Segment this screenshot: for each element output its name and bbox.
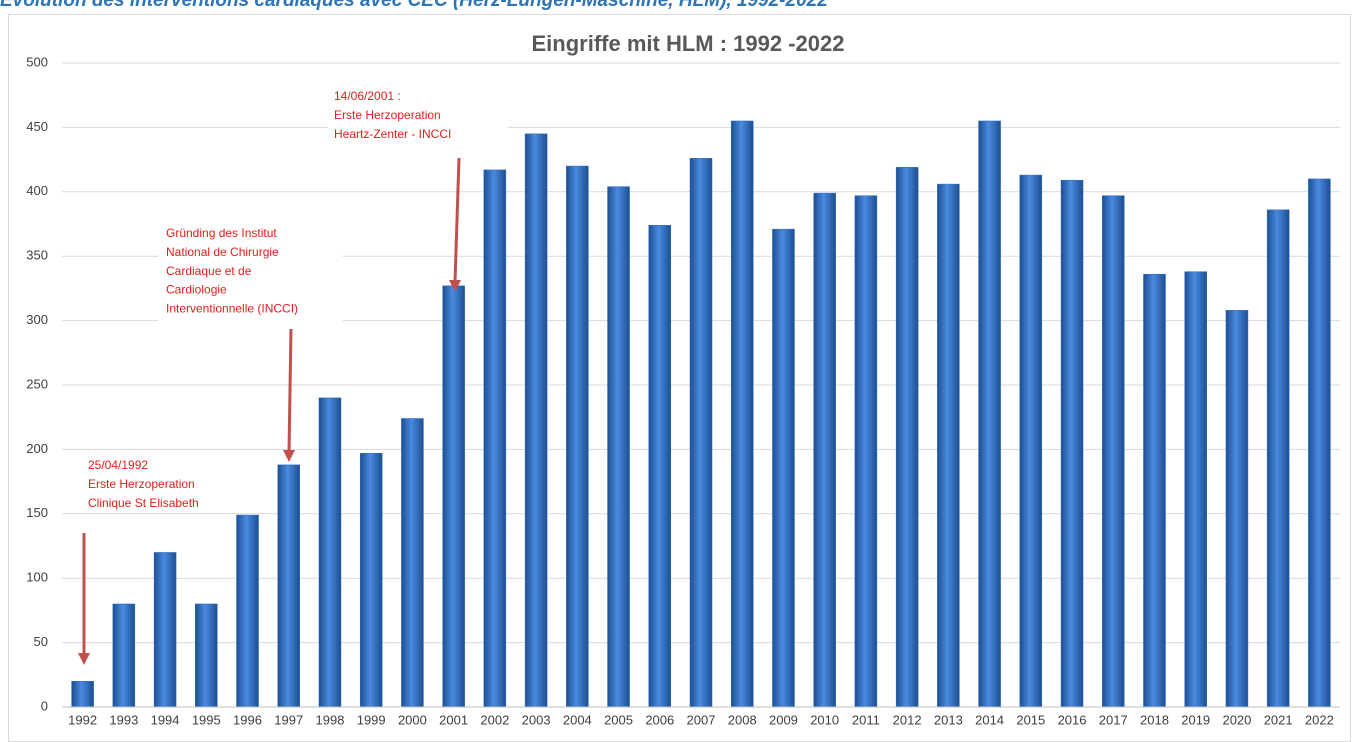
annotation-text: Cardiologie: [166, 283, 227, 297]
y-tick-label: 150: [26, 505, 48, 520]
bar: [772, 228, 795, 708]
x-tick-label: 2005: [604, 712, 633, 727]
x-tick-label: 2010: [810, 712, 839, 727]
x-tick-label: 2000: [398, 712, 427, 727]
annotation-text: 25/04/1992: [88, 458, 148, 472]
annotation-background: [158, 222, 343, 322]
y-tick-label: 100: [26, 570, 48, 585]
bar: [236, 514, 259, 708]
bar: [359, 453, 383, 708]
x-tick-label: 2011: [852, 712, 880, 727]
bar: [978, 120, 1001, 708]
y-tick-label: 0: [41, 698, 48, 713]
x-tick-label: 2003: [522, 712, 551, 727]
x-tick-label: 1995: [192, 712, 221, 727]
bar: [153, 552, 177, 708]
bar: [318, 397, 342, 708]
annotation-arrow: [287, 328, 293, 453]
bar: [112, 603, 136, 708]
bar: [1225, 310, 1249, 708]
bar: [566, 165, 589, 708]
annotation-text: Interventionnelle (INCCI): [166, 301, 298, 315]
x-tick-label: 2015: [1016, 712, 1045, 727]
x-tick-label: 2013: [934, 712, 963, 727]
x-tick-label: 1999: [357, 712, 386, 727]
bar: [1102, 195, 1125, 708]
bar: [895, 167, 919, 708]
bar: [1308, 178, 1331, 708]
x-tick-label: 1998: [316, 712, 345, 727]
bar: [1060, 179, 1084, 708]
bar: [195, 603, 218, 708]
bar: [648, 225, 672, 708]
x-tick-label: 2002: [480, 712, 509, 727]
x-tick-label: 2014: [975, 712, 1004, 727]
page-title: Evolution des interventions cardiaques a…: [0, 0, 828, 11]
x-tick-label: 1994: [151, 712, 180, 727]
annotation-text: Cardiaque et de: [166, 264, 252, 278]
bar: [524, 133, 548, 708]
bar: [277, 464, 300, 708]
x-tick-label: 2001: [439, 712, 468, 727]
x-tick-label: 1992: [68, 712, 97, 727]
bar: [1266, 209, 1290, 708]
bar: [1019, 174, 1043, 708]
annotation-background: [328, 85, 508, 145]
bar: [937, 183, 960, 708]
x-tick-label: 2006: [645, 712, 674, 727]
bar: [442, 285, 465, 708]
y-tick-label: 450: [26, 119, 48, 134]
bar: [813, 192, 836, 708]
y-tick-label: 400: [26, 183, 48, 198]
y-tick-label: 500: [26, 54, 48, 69]
bar: [607, 186, 630, 708]
x-tick-label: 2012: [893, 712, 922, 727]
x-tick-label: 2021: [1264, 712, 1293, 727]
annotation-arrowhead: [78, 653, 90, 665]
bar: [730, 120, 754, 708]
x-tick-label: 2016: [1058, 712, 1087, 727]
x-tick-label: 2022: [1305, 712, 1334, 727]
x-tick-label: 2009: [769, 712, 798, 727]
x-tick-label: 1996: [233, 712, 262, 727]
x-tick-label: 1993: [109, 712, 138, 727]
x-tick-label: 2004: [563, 712, 592, 727]
x-tick-label: 2007: [687, 712, 716, 727]
x-tick-label: 2019: [1181, 712, 1210, 727]
annotation-text: Erste Herzoperation: [334, 108, 441, 122]
x-tick-label: 2008: [728, 712, 757, 727]
y-tick-label: 300: [26, 312, 48, 327]
x-tick-label: 2017: [1099, 712, 1128, 727]
bar: [1143, 273, 1166, 708]
bar: [483, 169, 507, 708]
x-tick-label: 2020: [1222, 712, 1251, 727]
y-tick-label: 350: [26, 248, 48, 263]
bar: [854, 195, 878, 708]
annotation-text: Clinique St Elisabeth: [88, 496, 199, 510]
annotation-text: Gründing des Institut: [166, 226, 277, 240]
x-tick-label: 2018: [1140, 712, 1169, 727]
chart-title: Eingriffe mit HLM : 1992 -2022: [532, 31, 845, 56]
bar: [689, 158, 713, 708]
annotation-arrow: [453, 157, 461, 283]
bar: [71, 680, 94, 708]
y-tick-label: 250: [26, 376, 48, 391]
x-tick-label: 1997: [274, 712, 303, 727]
bar: [401, 418, 424, 708]
annotation-text: Erste Herzoperation: [88, 477, 195, 491]
annotation-text: Heartz-Zenter - INCCI: [334, 127, 451, 141]
bar: [1184, 271, 1207, 708]
annotation-text: National de Chirurgie: [166, 245, 279, 259]
annotation-text: 14/06/2001 :: [334, 89, 401, 103]
y-tick-label: 50: [34, 634, 48, 649]
annotation-arrowhead: [449, 280, 461, 292]
y-tick-label: 200: [26, 441, 48, 456]
annotation-arrowhead: [283, 450, 295, 462]
